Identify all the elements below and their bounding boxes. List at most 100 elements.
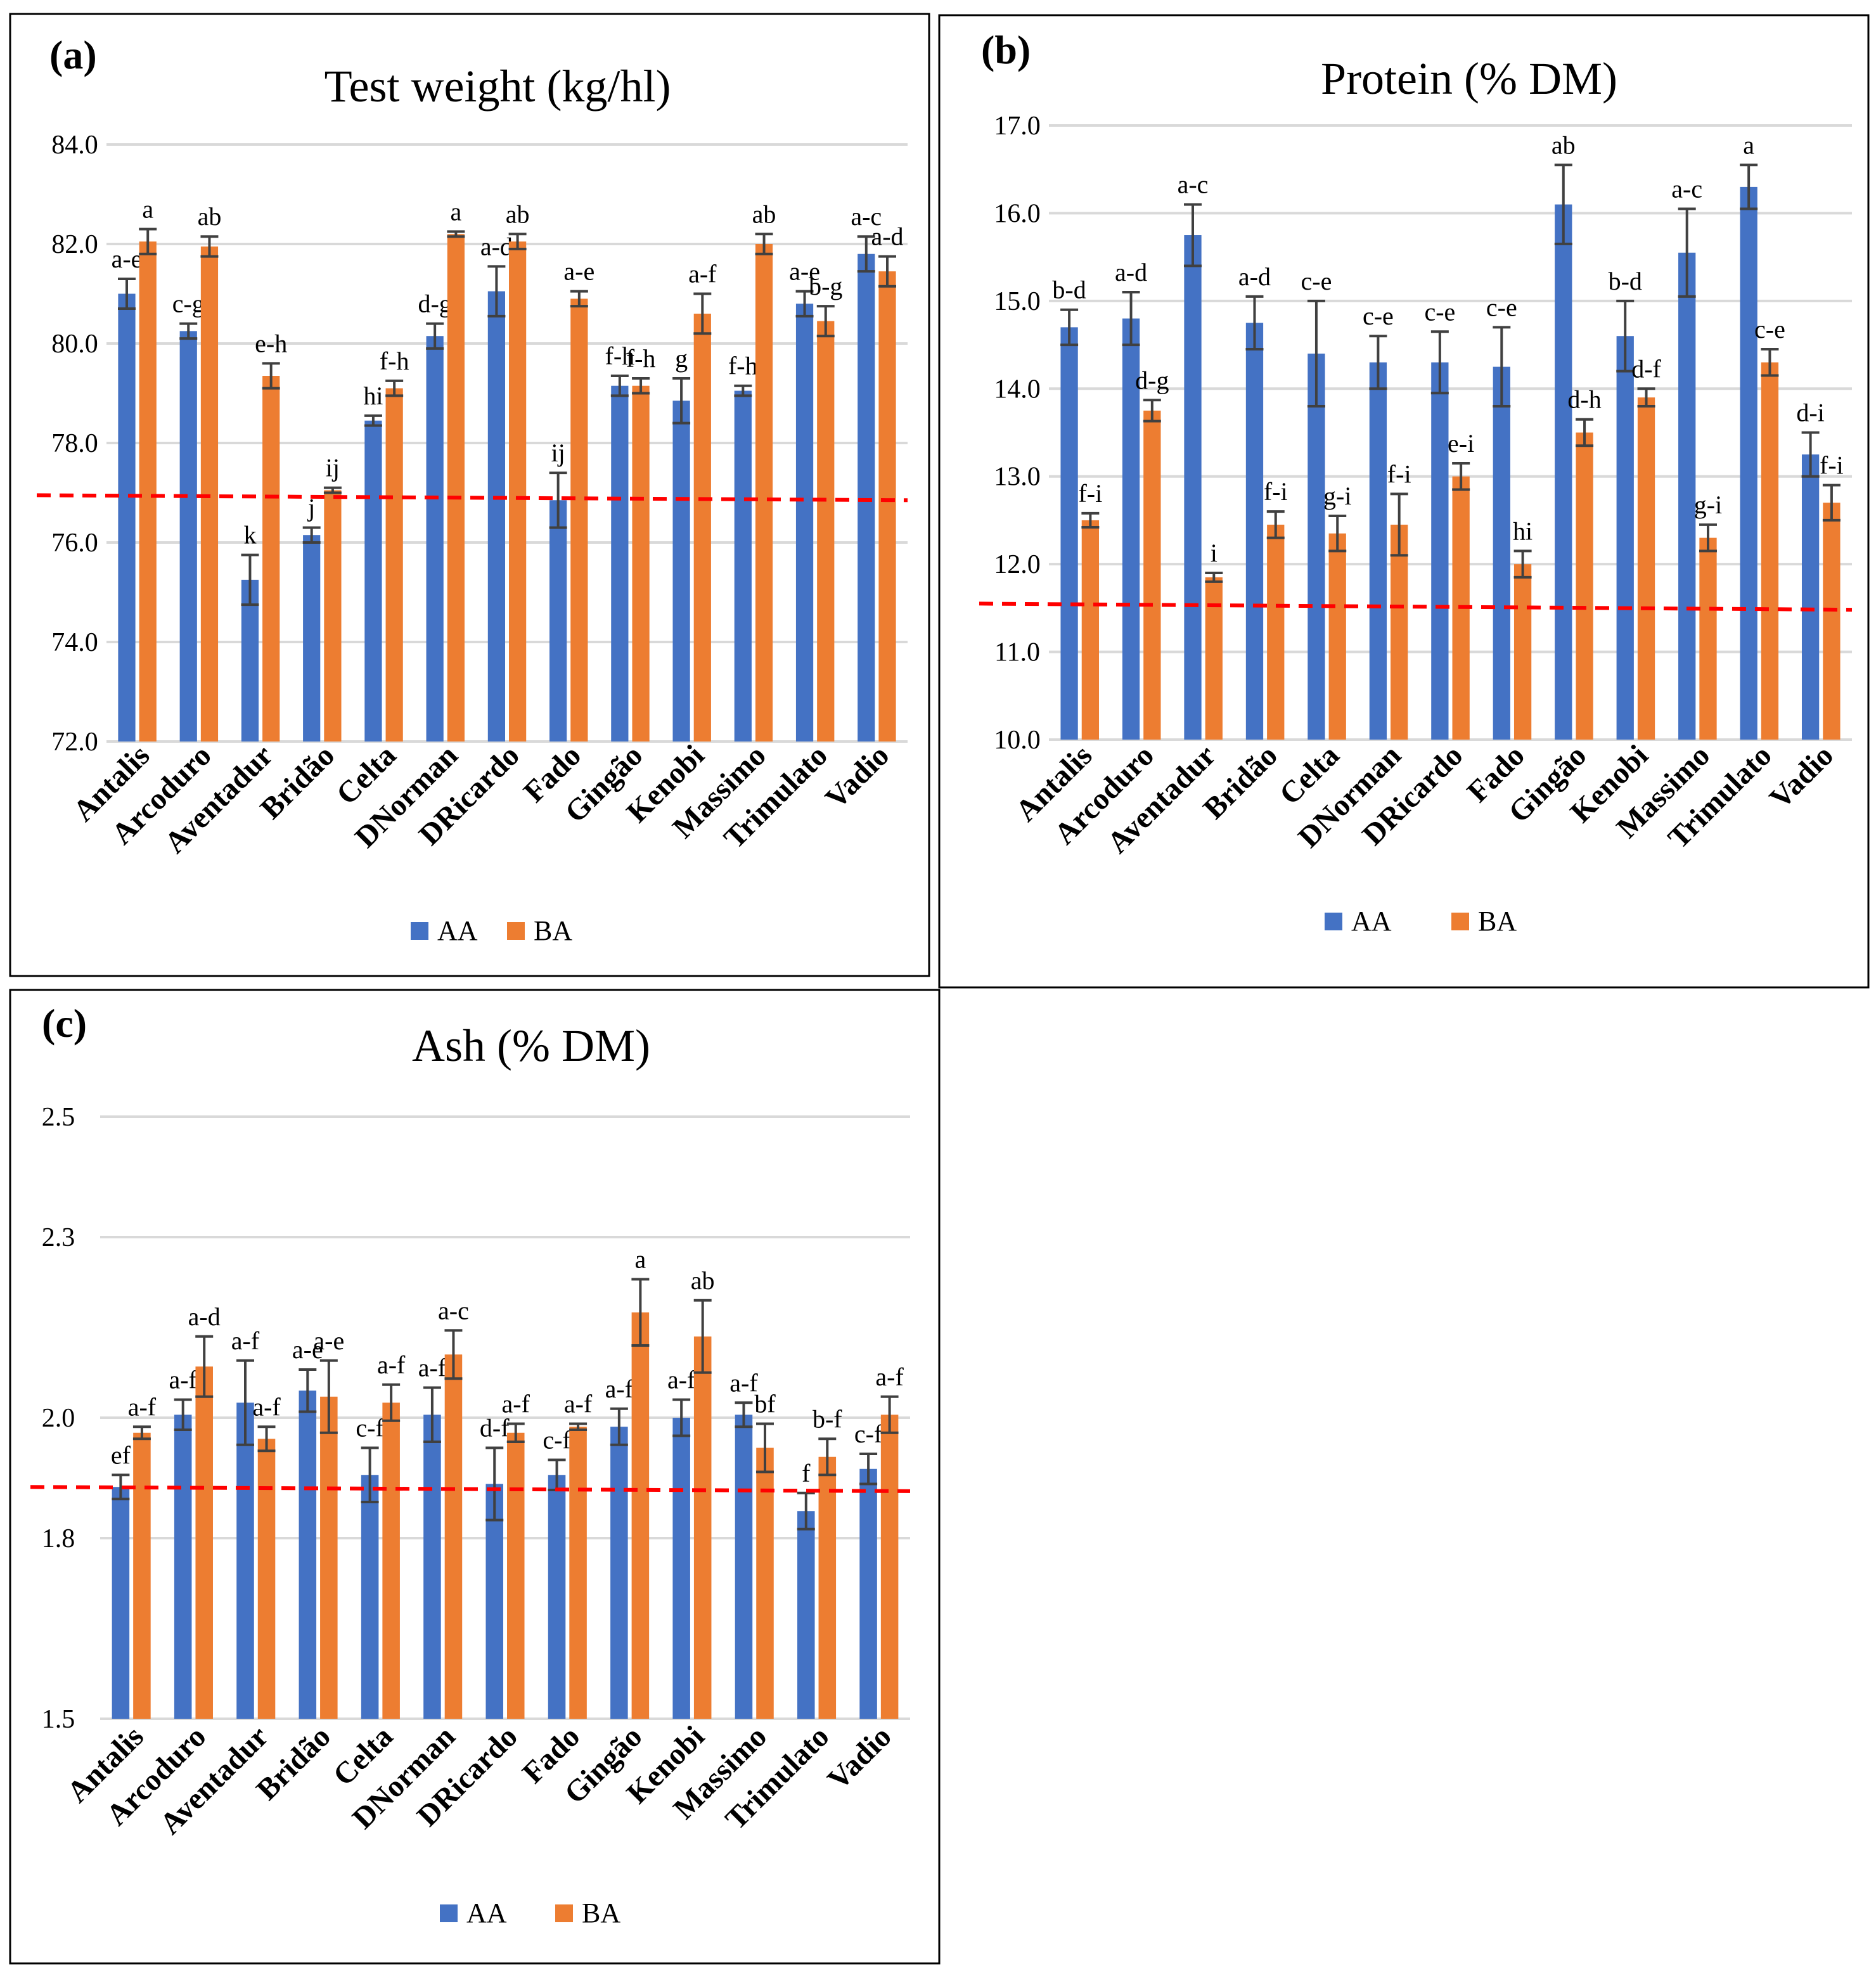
bar-BA (693, 1336, 712, 1719)
significance-letter: ab (752, 200, 776, 228)
significance-letter: g (675, 344, 688, 373)
significance-letter: a-f (377, 1351, 406, 1379)
bar-BA (756, 1448, 774, 1719)
x-tick-label: Vadio (819, 738, 896, 815)
significance-letter: b-d (1609, 267, 1642, 295)
significance-letter: a (450, 197, 461, 226)
significance-letter: a (142, 195, 153, 223)
y-tick-label: 78.0 (51, 429, 98, 458)
error-bar (1678, 207, 1696, 298)
error-bar (1430, 330, 1449, 395)
error-bar (570, 290, 588, 308)
error-bar (880, 1395, 899, 1434)
bar-BA (507, 1432, 525, 1719)
significance-letter: a-f (169, 1366, 197, 1394)
error-bar (693, 1299, 712, 1374)
error-bar (1328, 515, 1347, 553)
error-bar (444, 1329, 463, 1380)
bar-BA (262, 376, 280, 742)
bar-AA (1678, 252, 1696, 740)
significance-letter: hi (1513, 517, 1532, 545)
significance-letter: a-f (605, 1375, 634, 1403)
bar-BA (1205, 577, 1223, 740)
bar-BA (570, 299, 588, 742)
significance-letter: ab (506, 200, 530, 228)
y-tick-label: 2.5 (42, 1103, 75, 1132)
y-tick-label: 2.3 (42, 1223, 75, 1252)
significance-letter: f-i (1387, 459, 1411, 488)
bar-AA (795, 304, 814, 742)
legend-swatch-aa (1325, 913, 1342, 930)
significance-letter: d-h (1567, 385, 1601, 414)
significance-letter: a (634, 1245, 646, 1274)
panel-frame (9, 989, 941, 1965)
error-bar (112, 1473, 130, 1501)
error-bar (241, 553, 259, 607)
significance-letter: ab (691, 1266, 715, 1295)
y-tick-label: 1.5 (42, 1705, 75, 1734)
bar-AA (548, 1475, 566, 1719)
significance-letter: a-f (252, 1392, 281, 1421)
bar-BA (444, 1354, 463, 1719)
significance-letter: j (307, 493, 315, 522)
y-tick-label: 84.0 (51, 131, 98, 160)
error-bar (1205, 571, 1223, 583)
error-bar (299, 1368, 317, 1413)
bar-BA (1823, 503, 1841, 740)
error-bar (1699, 523, 1717, 553)
significance-letter: ef (111, 1441, 131, 1469)
bar-AA (364, 420, 382, 742)
significance-letter: c-g (172, 290, 205, 318)
significance-letter: f-h (626, 344, 656, 373)
bar-BA (818, 1456, 837, 1719)
bar-BA (324, 490, 342, 742)
bar-AA (1431, 362, 1449, 740)
error-bar (1513, 549, 1532, 579)
error-bar (426, 322, 444, 350)
error-bar (1122, 291, 1140, 347)
error-bar (262, 362, 280, 390)
significance-letter: a-f (667, 1366, 696, 1394)
bar-AA (611, 385, 629, 742)
significance-letter: d-g (1135, 366, 1169, 394)
bar-AA (672, 401, 690, 742)
y-tick-label: 12.0 (994, 550, 1041, 579)
error-bar (302, 526, 321, 544)
significance-letter: a-f (418, 1354, 447, 1382)
significance-letter: a-d (188, 1302, 221, 1331)
significance-letter: a-e (292, 1335, 323, 1364)
error-bar (179, 322, 198, 340)
panel-frame (938, 14, 1870, 989)
significance-letter: a-c (851, 202, 882, 231)
significance-letter: k (243, 521, 256, 549)
y-tick-label: 1.8 (42, 1524, 75, 1553)
significance-letter: f-h (380, 347, 409, 375)
bar-BA (447, 234, 465, 742)
threshold-line (36, 493, 908, 503)
error-bar (755, 233, 773, 255)
error-bar (1184, 203, 1202, 267)
bar-BA (1391, 524, 1408, 740)
bar-BA (1576, 432, 1593, 740)
y-tick-label: 72.0 (51, 728, 98, 757)
error-bar (236, 1359, 255, 1446)
error-bar (1143, 399, 1161, 423)
panel-label: (a) (49, 32, 97, 77)
bar-BA (1513, 564, 1532, 740)
error-bar (859, 1453, 878, 1486)
bar-BA (632, 385, 650, 742)
threshold-line (30, 1485, 911, 1493)
significance-letter: f (802, 1459, 811, 1487)
error-bar (610, 375, 629, 397)
error-bar (485, 1446, 504, 1522)
significance-letter: d-f (480, 1414, 510, 1442)
legend-label-ba: BA (582, 1897, 620, 1929)
bar-BA (320, 1396, 338, 1719)
bar-BA (195, 1366, 213, 1719)
bar-AA (858, 254, 875, 742)
error-bar (200, 235, 219, 258)
error-bar (506, 1422, 525, 1443)
bar-BA (1761, 362, 1779, 740)
bar-AA (1740, 186, 1757, 740)
legend-label-aa: AA (1351, 906, 1392, 937)
